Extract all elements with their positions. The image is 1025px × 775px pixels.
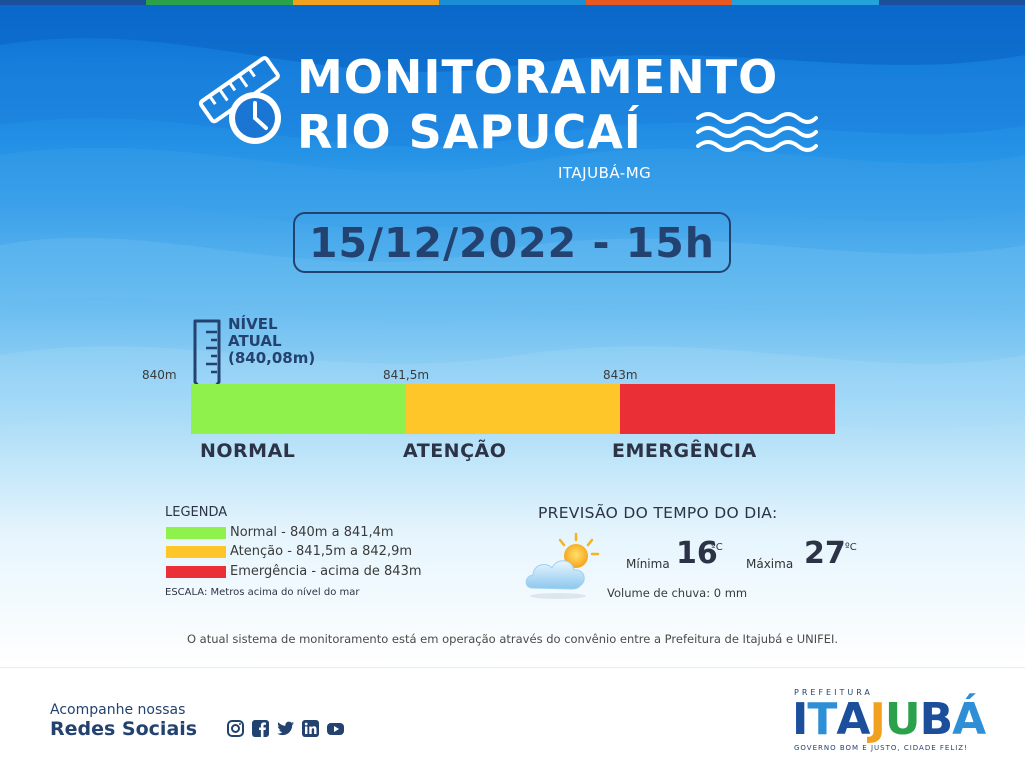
current-level-line1: NÍVEL (228, 315, 278, 333)
zone-label-normal: NORMAL (200, 440, 296, 462)
zone-bar-atencao (406, 384, 620, 434)
legend-title: LEGENDA (165, 505, 228, 520)
top-color-stripe (0, 0, 1025, 5)
brand-letter: J (869, 694, 885, 745)
brand-prefeitura: PREFEITURA (794, 688, 873, 697)
water-waves-icon (696, 112, 818, 152)
zone-label-emergencia: EMERGÊNCIA (612, 440, 757, 462)
max-temp-value: 27 (804, 536, 846, 571)
weather-title: PREVISÃO DO TEMPO DO DIA: (538, 504, 778, 522)
scale-note: ESCALA: Metros acima do nível do mar (165, 587, 360, 598)
brand-letter: I (792, 694, 808, 745)
brand-letter: T (807, 694, 837, 745)
legend-swatch-atencao (166, 546, 226, 558)
zone-bar-normal (191, 384, 406, 434)
brand-slogan: GOVERNO BOM E JUSTO, CIDADE FELIZ! (794, 744, 968, 752)
social-heading-line1: Acompanhe nossas (50, 702, 186, 718)
current-level-line2: ATUAL (228, 332, 282, 350)
rain-volume: Volume de chuva: 0 mm (607, 586, 748, 600)
page-title-line1: MONITORAMENTO (297, 50, 779, 104)
footer-note: O atual sistema de monitoramento está em… (186, 632, 839, 646)
facebook-icon[interactable] (251, 719, 270, 738)
top-stripe-segment (0, 0, 147, 5)
page-title-line2: RIO SAPUCAÍ (297, 105, 642, 159)
linkedin-icon[interactable] (301, 719, 320, 738)
brand-logo-itajuba: ITAJUBÁ (792, 694, 986, 745)
top-stripe-segment (878, 0, 1025, 5)
current-level-label: NÍVEL ATUAL (840,08m) (228, 316, 315, 367)
legend-text-normal: Normal - 840m a 841,4m (230, 525, 394, 540)
top-stripe-segment (439, 0, 586, 5)
brand-letter: A (836, 694, 870, 745)
ruler-clock-icon (198, 56, 281, 144)
top-stripe-segment (732, 0, 879, 5)
date-time-box: 15/12/2022 - 15h (293, 212, 731, 273)
top-stripe-segment (585, 0, 733, 5)
brand-letter: B (919, 694, 954, 745)
social-heading-line2: Redes Sociais (50, 718, 198, 740)
top-stripe-segment (292, 0, 440, 5)
brand-letter: U (884, 694, 921, 745)
max-temp-unit: ºC (845, 542, 857, 553)
tick-label-2: 843m (603, 368, 638, 382)
min-temp-label: Mínima (626, 557, 670, 571)
twitter-icon[interactable] (276, 719, 295, 738)
min-temp-unit: ºC (711, 542, 723, 553)
top-stripe-segment (146, 0, 293, 5)
tick-label-0: 840m (142, 368, 177, 382)
zone-label-atencao: ATENÇÃO (403, 440, 507, 462)
instagram-icon[interactable] (226, 719, 245, 738)
legend-swatch-normal (166, 527, 226, 539)
social-icons (226, 719, 345, 738)
min-temp-value: 16 (676, 536, 718, 571)
tick-label-1: 841,5m (383, 368, 430, 382)
max-temp-label: Máxima (746, 557, 794, 571)
legend-text-emergencia: Emergência - acima de 843m (230, 564, 422, 579)
legend-swatch-emergencia (166, 566, 226, 578)
partly-cloudy-icon (525, 532, 600, 599)
brand-letter: Á (952, 694, 986, 745)
youtube-icon[interactable] (326, 719, 345, 738)
date-time: 15/12/2022 - 15h (309, 218, 715, 267)
city-label: ITAJUBÁ-MG (558, 164, 652, 182)
bottom-band (0, 667, 1025, 775)
current-level-value: (840,08m) (228, 349, 316, 367)
zone-bar-emergencia (620, 384, 835, 434)
legend-text-atencao: Atenção - 841,5m a 842,9m (230, 544, 413, 559)
